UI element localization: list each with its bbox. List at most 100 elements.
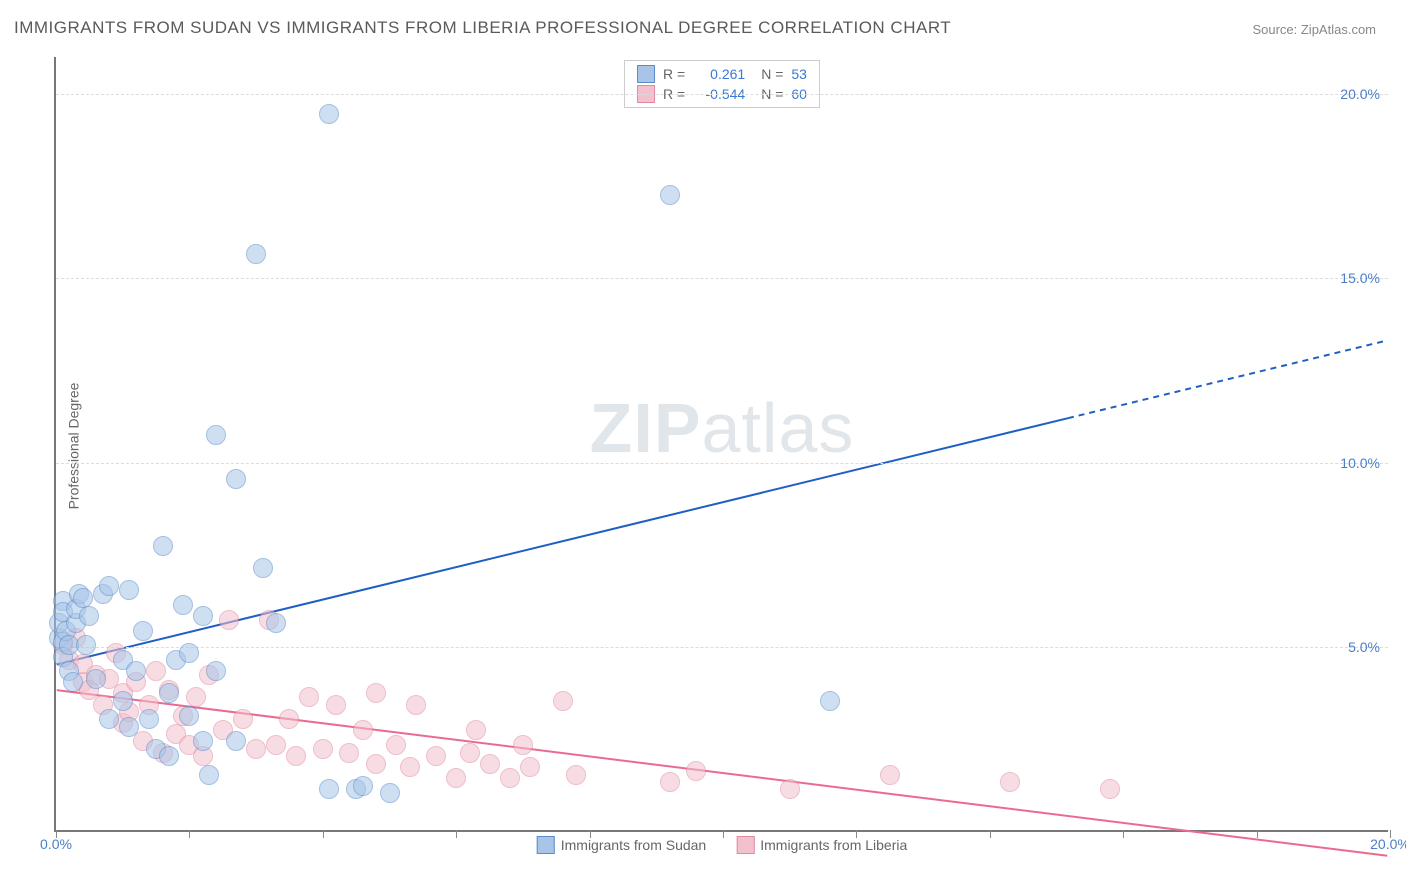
scatter-point [76, 635, 96, 655]
grid-line [56, 463, 1388, 464]
x-tick-mark [990, 830, 991, 838]
scatter-point [99, 709, 119, 729]
scatter-point [353, 720, 373, 740]
x-tick-mark [456, 830, 457, 838]
scatter-point [286, 746, 306, 766]
scatter-point [159, 683, 179, 703]
scatter-point [660, 185, 680, 205]
legend-n-value: 53 [791, 66, 807, 82]
legend-swatch [537, 836, 555, 854]
scatter-point [406, 695, 426, 715]
legend-r-label: R = [663, 66, 685, 82]
legend-n-label: N = [761, 66, 783, 82]
scatter-point [446, 768, 466, 788]
scatter-point [193, 731, 213, 751]
scatter-point [780, 779, 800, 799]
chart-title: IMMIGRANTS FROM SUDAN VS IMMIGRANTS FROM… [14, 18, 951, 38]
scatter-point [366, 754, 386, 774]
scatter-point [353, 776, 373, 796]
series-legend: Immigrants from Sudan Immigrants from Lib… [537, 836, 908, 854]
x-tick-label: 20.0% [1370, 836, 1406, 852]
scatter-point [380, 783, 400, 803]
scatter-point [553, 691, 573, 711]
scatter-point [79, 606, 99, 626]
scatter-point [99, 576, 119, 596]
scatter-point [159, 746, 179, 766]
scatter-point [86, 669, 106, 689]
scatter-point [1100, 779, 1120, 799]
trend-line [57, 690, 1388, 856]
x-tick-mark [590, 830, 591, 838]
scatter-point [146, 661, 166, 681]
scatter-point [173, 595, 193, 615]
scatter-point [426, 746, 446, 766]
grid-line [56, 94, 1388, 95]
scatter-point [326, 695, 346, 715]
scatter-point [199, 765, 219, 785]
scatter-point [113, 691, 133, 711]
legend-r-value: 0.261 [693, 66, 745, 82]
scatter-point [1000, 772, 1020, 792]
scatter-point [246, 244, 266, 264]
scatter-point [133, 621, 153, 641]
scatter-point [686, 761, 706, 781]
scatter-point [319, 104, 339, 124]
scatter-point [63, 672, 83, 692]
legend-item: Immigrants from Liberia [736, 836, 907, 854]
x-tick-mark [189, 830, 190, 838]
scatter-point [206, 425, 226, 445]
scatter-point [266, 613, 286, 633]
legend-series-label: Immigrants from Liberia [760, 837, 907, 853]
legend-swatch [637, 65, 655, 83]
legend-swatch [736, 836, 754, 854]
scatter-point [179, 643, 199, 663]
scatter-point [226, 731, 246, 751]
y-tick-label: 20.0% [1340, 86, 1380, 102]
scatter-point [253, 558, 273, 578]
scatter-point [299, 687, 319, 707]
scatter-point [366, 683, 386, 703]
scatter-point [186, 687, 206, 707]
legend-item: Immigrants from Sudan [537, 836, 707, 854]
scatter-point [466, 720, 486, 740]
scatter-point [206, 661, 226, 681]
y-tick-label: 15.0% [1340, 270, 1380, 286]
scatter-point [500, 768, 520, 788]
scatter-point [319, 779, 339, 799]
scatter-point [513, 735, 533, 755]
scatter-point [880, 765, 900, 785]
scatter-point [279, 709, 299, 729]
scatter-point [119, 717, 139, 737]
grid-line [56, 278, 1388, 279]
scatter-point [139, 709, 159, 729]
trend-lines-layer [56, 57, 1388, 830]
scatter-point [193, 606, 213, 626]
correlation-legend: R =0.261N =53R =-0.544N =60 [624, 60, 820, 108]
scatter-point [339, 743, 359, 763]
scatter-point [126, 661, 146, 681]
x-tick-mark [723, 830, 724, 838]
trend-line [57, 418, 1068, 664]
x-tick-mark [856, 830, 857, 838]
scatter-point [386, 735, 406, 755]
scatter-point [219, 610, 239, 630]
y-tick-label: 10.0% [1340, 455, 1380, 471]
scatter-point [400, 757, 420, 777]
scatter-point [566, 765, 586, 785]
y-tick-label: 5.0% [1348, 639, 1380, 655]
scatter-point [153, 536, 173, 556]
scatter-point [226, 469, 246, 489]
grid-line [56, 647, 1388, 648]
chart-plot-area: ZIPatlas R =0.261N =53R =-0.544N =60 Imm… [54, 57, 1388, 832]
scatter-point [246, 739, 266, 759]
legend-row: R = 0.261 N = 53 [637, 65, 807, 83]
scatter-point [179, 706, 199, 726]
scatter-point [520, 757, 540, 777]
source-credit: Source: ZipAtlas.com [1252, 22, 1376, 37]
scatter-point [460, 743, 480, 763]
legend-series-label: Immigrants from Sudan [561, 837, 707, 853]
x-tick-mark [1257, 830, 1258, 838]
scatter-point [119, 580, 139, 600]
x-tick-label: 0.0% [40, 836, 72, 852]
x-tick-mark [1123, 830, 1124, 838]
